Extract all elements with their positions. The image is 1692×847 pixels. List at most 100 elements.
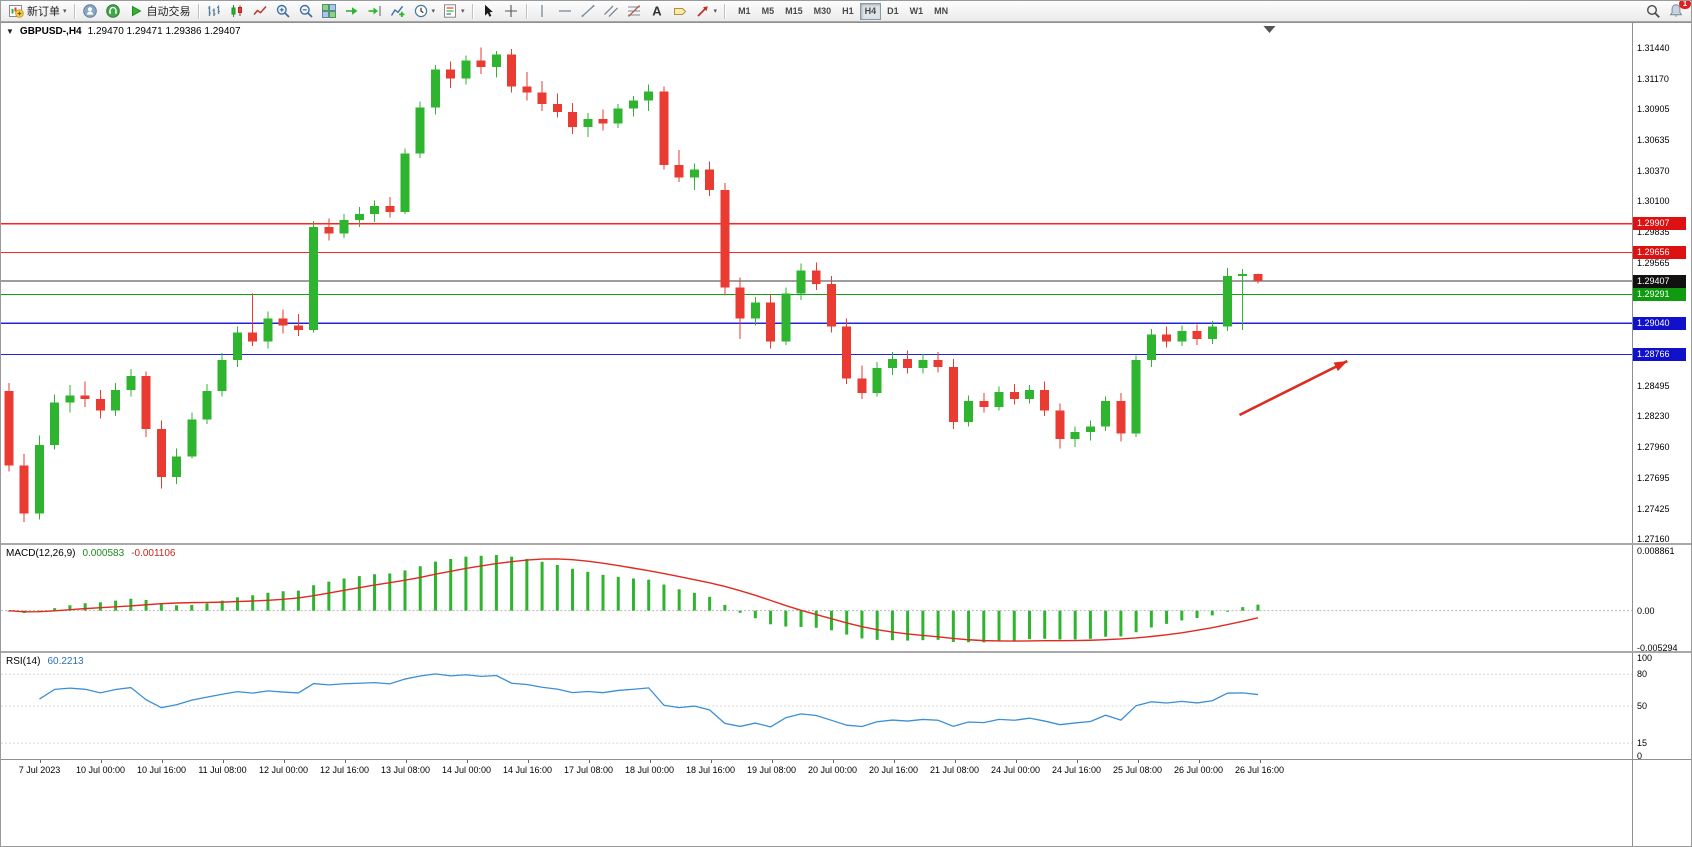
- time-label: 20 Jul 00:00: [807, 765, 858, 775]
- timeframe-button-m5[interactable]: M5: [757, 3, 780, 20]
- toolbar-separator: [73, 3, 75, 19]
- chart-shift-marker-icon[interactable]: [1263, 26, 1276, 33]
- candle-body: [491, 54, 501, 68]
- macd-histogram-bar: [83, 603, 87, 611]
- zoom-out-button[interactable]: [295, 2, 317, 21]
- candle-body: [1238, 273, 1248, 277]
- time-axis-tick: [1198, 760, 1200, 763]
- macd-histogram-bar: [235, 597, 239, 611]
- chart-shift-button[interactable]: [364, 2, 386, 21]
- search-icon: [1646, 4, 1660, 18]
- horizontal-line-button[interactable]: [554, 2, 576, 21]
- timeframe-button-m15[interactable]: M15: [780, 3, 808, 20]
- search-button[interactable]: [1642, 2, 1664, 21]
- macd-histogram-bar: [1058, 610, 1062, 640]
- arrows-tool-button[interactable]: ▾: [692, 2, 721, 21]
- trendline-button[interactable]: [577, 2, 599, 21]
- candle-body: [95, 398, 105, 411]
- axis-tick-label: 80: [1637, 669, 1648, 680]
- macd-histogram-bar: [1104, 610, 1108, 637]
- indicators-button[interactable]: [387, 2, 409, 21]
- axis-tick-label: -0.005294: [1637, 643, 1678, 653]
- macd-chart[interactable]: [1, 545, 1633, 651]
- macd-histogram-bar: [220, 600, 224, 611]
- panel-splitter[interactable]: [1, 543, 1691, 545]
- time-label: 10 Jul 00:00: [75, 765, 126, 775]
- macd-histogram-bar: [1073, 610, 1077, 640]
- candle-body: [202, 390, 212, 420]
- rsi-chart[interactable]: [1, 653, 1633, 759]
- rsi-value: 60.2213: [47, 656, 84, 667]
- candle-body: [1116, 401, 1126, 434]
- auto-scroll-button[interactable]: [341, 2, 363, 21]
- time-axis[interactable]: 7 Jul 2023 10 Jul 00:00 10 Jul 16:00 11 Jul…: [1, 760, 1633, 780]
- trend-arrow[interactable]: [1238, 359, 1348, 417]
- template-icon: [444, 4, 457, 18]
- macd-histogram-bar: [951, 610, 955, 642]
- macd-histogram-bar: [281, 591, 285, 611]
- macd-label-row: MACD(12,26,9) 0.000583 -0.001106: [6, 548, 175, 559]
- candle-body: [141, 375, 151, 429]
- zoom-in-button[interactable]: [272, 2, 294, 21]
- time-axis-tick: [954, 760, 956, 763]
- macd-label: MACD(12,26,9): [6, 548, 76, 559]
- macd-histogram-bar: [1180, 610, 1184, 621]
- alerts-button[interactable]: 1: [1665, 1, 1691, 21]
- macd-histogram-bar: [1134, 610, 1138, 633]
- axis-tick-label: 1.27695: [1637, 472, 1670, 483]
- label-tool-button[interactable]: [669, 2, 691, 21]
- autotrading-button[interactable]: 自动交易: [125, 2, 194, 21]
- candle-body: [857, 378, 867, 394]
- candle-body: [583, 118, 593, 127]
- candle-body: [735, 287, 745, 319]
- templates-button[interactable]: ▾: [439, 2, 468, 21]
- crosshair-button[interactable]: [500, 2, 522, 21]
- macd-histogram-bar: [890, 610, 894, 641]
- candle-body: [720, 190, 730, 288]
- channel-button[interactable]: [600, 2, 622, 21]
- axis-tick-label: 1.27160: [1637, 533, 1670, 544]
- timeframe-button-h1[interactable]: H1: [837, 3, 859, 20]
- time-axis-tick: [1076, 760, 1078, 763]
- macd-histogram-bar: [1043, 610, 1047, 639]
- axis-tick-label: 0: [1637, 751, 1643, 761]
- fibonacci-button[interactable]: [623, 2, 645, 21]
- new-order-button[interactable]: 新订单 ▾: [5, 2, 70, 21]
- tag-icon: [673, 8, 686, 15]
- candle-body: [1101, 401, 1111, 427]
- chevron-down-icon: ▾: [63, 7, 67, 15]
- time-axis-tick: [344, 760, 346, 763]
- macd-histogram-bar: [692, 592, 696, 611]
- profile-button[interactable]: [79, 2, 101, 21]
- tile-windows-button[interactable]: [318, 2, 340, 21]
- toolbar-separator: [197, 3, 199, 19]
- timeframe-button-m1[interactable]: M1: [733, 3, 756, 20]
- timeframe-button-m30[interactable]: M30: [809, 3, 837, 20]
- macd-value-signal: -0.001106: [131, 548, 176, 559]
- timeframe-button-h4[interactable]: H4: [859, 2, 882, 20]
- timeframe-button-d1[interactable]: D1: [882, 3, 904, 20]
- chart-title-row: ▼ GBPUSD-,H4 1.29470 1.29471 1.29386 1.2…: [6, 26, 241, 37]
- macd-histogram-bar: [1210, 610, 1214, 616]
- quick-trade-toggle-icon[interactable]: ▼: [6, 27, 14, 36]
- macd-histogram-bar: [1012, 610, 1016, 641]
- macd-histogram-bar: [616, 576, 620, 611]
- timeframe-button-mn[interactable]: MN: [929, 3, 953, 20]
- timeframe-button-w1[interactable]: W1: [905, 3, 929, 20]
- text-tool-button[interactable]: A: [646, 2, 668, 21]
- macd-histogram-bar: [159, 603, 163, 611]
- candlestick-chart-button[interactable]: [226, 2, 248, 21]
- candle-body: [217, 359, 227, 391]
- macd-histogram-bar: [1088, 610, 1092, 639]
- vertical-line-button[interactable]: [531, 2, 553, 21]
- price-axis[interactable]: 1.31440 1.31170 1.30905 1.30635 1.30370 1.301…: [1632, 23, 1691, 846]
- line-chart-button[interactable]: [249, 2, 271, 21]
- price-chart[interactable]: [1, 23, 1633, 543]
- candle-body: [887, 358, 897, 368]
- chevron-down-icon: ▾: [713, 7, 718, 15]
- cursor-button[interactable]: [477, 2, 499, 21]
- community-button[interactable]: [102, 2, 124, 21]
- panel-splitter[interactable]: [1, 651, 1691, 653]
- periods-button[interactable]: ▾: [410, 2, 439, 21]
- bar-chart-button[interactable]: [203, 2, 225, 21]
